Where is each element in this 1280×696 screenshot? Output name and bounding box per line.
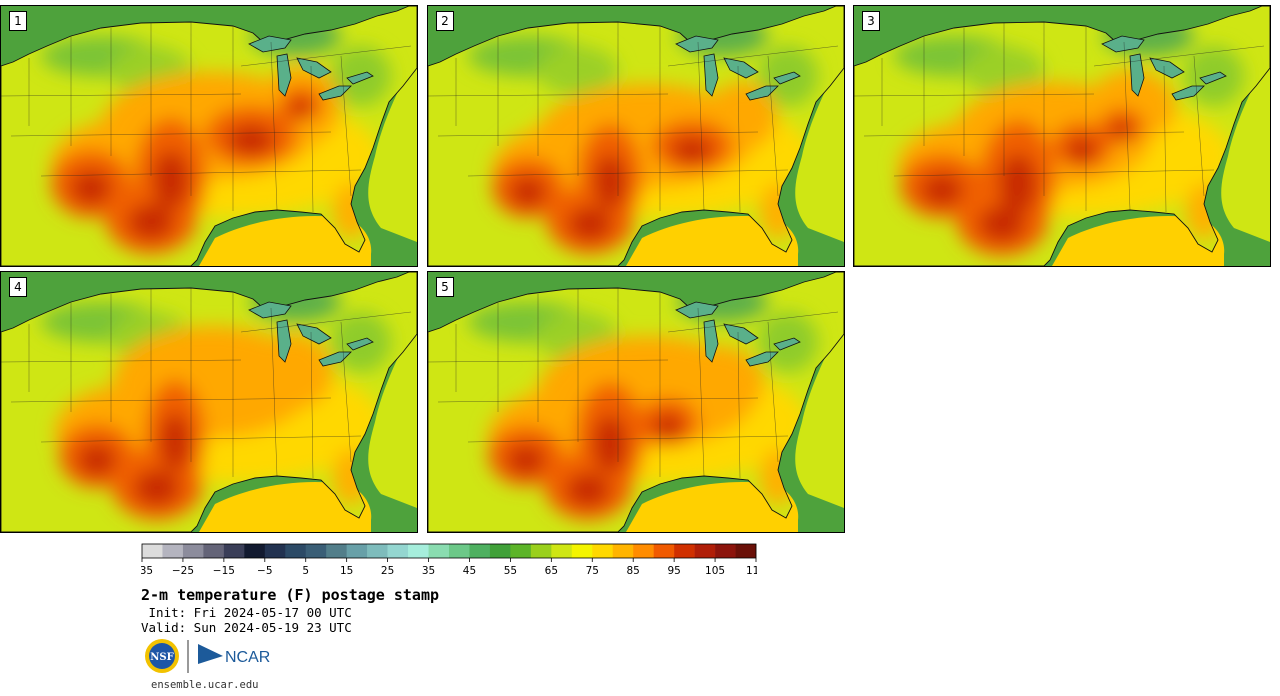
colorbar-swatch — [285, 544, 307, 558]
colorbar-tick-label: 115 — [746, 565, 757, 577]
colorbar-swatch — [694, 544, 716, 558]
colorbar-swatch — [530, 544, 552, 558]
colorbar-tick-label: 5 — [302, 565, 309, 577]
colorbar-swatch — [551, 544, 573, 558]
colorbar-tick-label: 95 — [667, 565, 680, 577]
colorbar-tick-label: 25 — [381, 565, 394, 577]
colorbar-swatch — [182, 544, 204, 558]
colorbar-swatch — [408, 544, 429, 558]
colorbar-swatch — [653, 544, 675, 558]
colorbar-swatch — [571, 544, 593, 558]
logos: NSF NCAR — [145, 639, 270, 673]
colorbar-tick-label: 65 — [545, 565, 558, 577]
init-time: Init: Fri 2024-05-17 00 UTC — [141, 605, 352, 620]
colorbar-swatch — [326, 544, 347, 558]
colorbar-swatch — [592, 544, 614, 558]
temperature-map — [428, 6, 844, 266]
colorbar-swatch — [244, 544, 266, 558]
colorbar-swatch — [387, 544, 409, 558]
colorbar-swatch — [203, 544, 225, 558]
temperature-map — [1, 272, 417, 532]
colorbar-swatch — [223, 544, 245, 558]
colorbar-swatch — [633, 544, 654, 558]
colorbar-tick-label: 75 — [586, 565, 599, 577]
panel-number: 4 — [9, 277, 27, 297]
colorbar-tick-label: 45 — [463, 565, 476, 577]
colorbar-swatch — [735, 544, 757, 558]
colorbar-swatch — [428, 544, 450, 558]
figure-title: 2-m temperature (F) postage stamp — [141, 586, 440, 604]
ncar-logo-text: NCAR — [225, 649, 270, 666]
stamp-panel-5: 5 — [427, 271, 845, 533]
panel-number: 3 — [862, 11, 880, 31]
panel-number: 1 — [9, 11, 27, 31]
colorbar-tick-label: 105 — [705, 565, 725, 577]
colorbar-tick-label: 35 — [422, 565, 435, 577]
colorbar-swatch — [162, 544, 184, 558]
colorbar-swatch — [449, 544, 470, 558]
site-url[interactable]: ensemble.ucar.edu — [151, 679, 259, 691]
colorbar-swatch — [612, 544, 634, 558]
stamp-panel-2: 2 — [427, 5, 845, 267]
colorbar-swatch — [510, 544, 532, 558]
colorbar-tick-label: −15 — [213, 565, 235, 577]
colorbar-tick-label: 15 — [340, 565, 353, 577]
colorbar-tick-label: 55 — [504, 565, 517, 577]
colorbar-tick-label: −5 — [257, 565, 272, 577]
colorbar-swatch — [142, 544, 163, 558]
stamp-panel-1: 1 — [0, 5, 418, 267]
colorbar-tick-label: 85 — [627, 565, 640, 577]
temperature-map — [854, 6, 1270, 266]
temperature-map — [1, 6, 417, 266]
colorbar-swatch — [305, 544, 327, 558]
panel-number: 2 — [436, 11, 454, 31]
nsf-logo-text: NSF — [150, 652, 173, 663]
colorbar-swatch — [674, 544, 695, 558]
colorbar-swatch — [346, 544, 368, 558]
colorbar-tick-label: −25 — [172, 565, 194, 577]
colorbar-tick-label: −35 — [141, 565, 153, 577]
valid-time: Valid: Sun 2024-05-19 23 UTC — [141, 620, 352, 635]
colorbar-swatch — [715, 544, 736, 558]
stamp-panel-3: 3 — [853, 5, 1271, 267]
colorbar-swatch — [489, 544, 511, 558]
colorbar-swatch — [367, 544, 388, 558]
colorbar-swatch — [264, 544, 286, 558]
temperature-map — [428, 272, 844, 532]
stamp-panel-4: 4 — [0, 271, 418, 533]
ncar-logo-icon: NCAR — [198, 644, 270, 666]
colorbar-swatch — [469, 544, 491, 558]
temperature-colorbar: −35 −25 −15 −5 5 15 25 35 45 55 65 75 85 95 105 115 — [141, 543, 757, 577]
nsf-logo-icon: NSF — [145, 639, 179, 673]
panel-number: 5 — [436, 277, 454, 297]
